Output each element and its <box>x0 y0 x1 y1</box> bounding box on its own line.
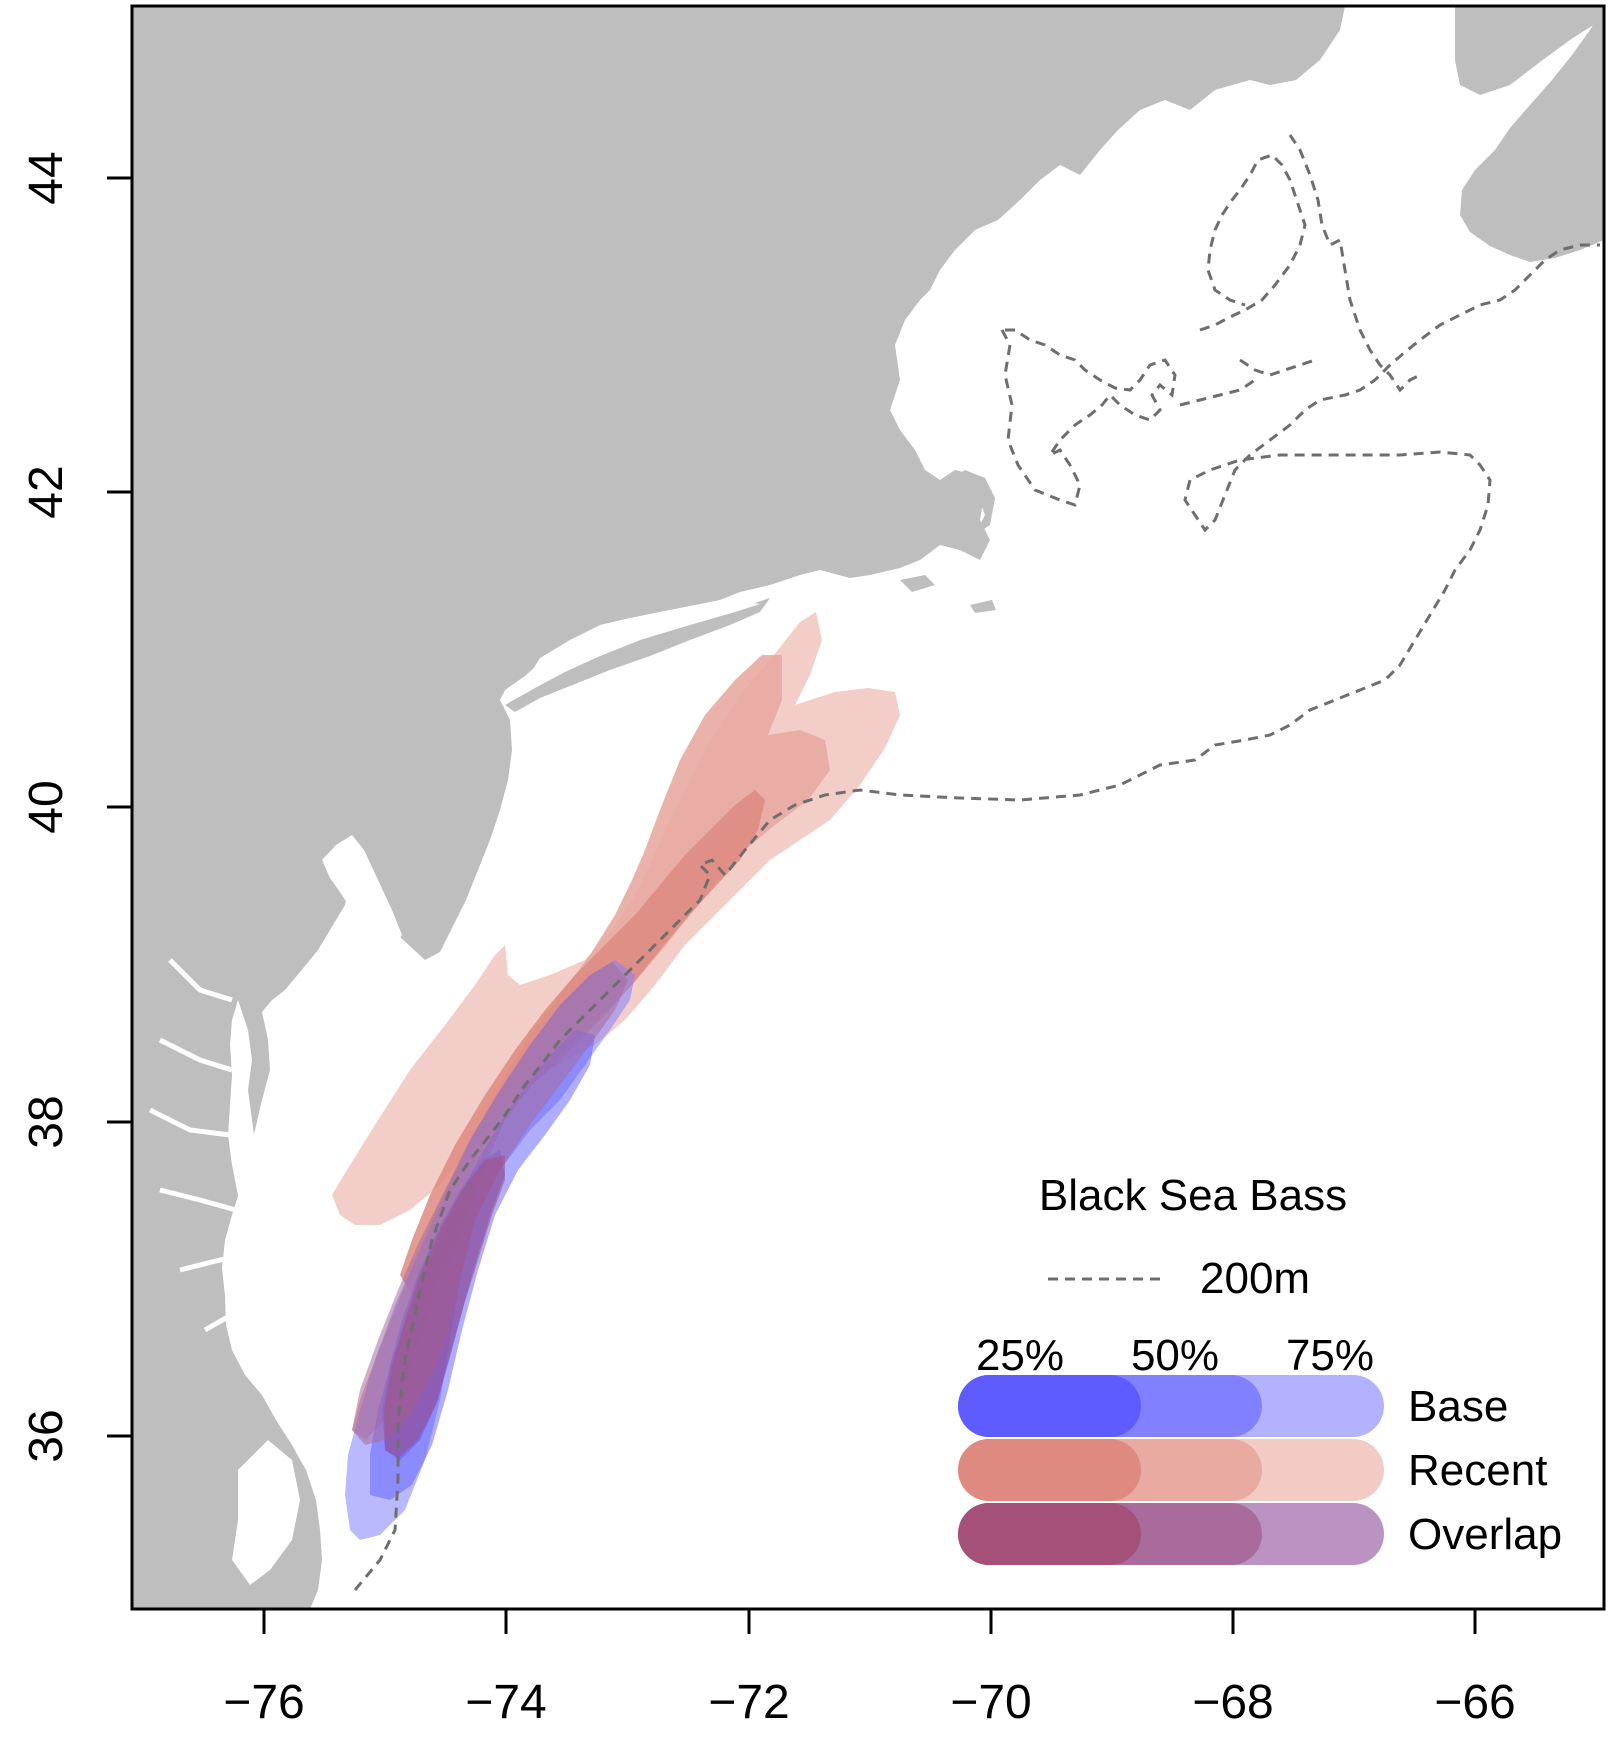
recent-25-contour <box>400 790 765 1295</box>
y-tick-label: 40 <box>20 780 73 833</box>
x-tick-label: −66 <box>1434 1676 1515 1729</box>
x-tick-label: −70 <box>950 1676 1031 1729</box>
legend-title: Black Sea Bass <box>1039 1171 1347 1220</box>
y-tick-label: 42 <box>20 465 73 518</box>
overlap-distribution <box>352 962 628 1458</box>
cape-cod <box>950 470 995 535</box>
legend-row-label: Base <box>1408 1382 1508 1431</box>
legend-row-label: Overlap <box>1408 1510 1562 1559</box>
legend-swatch-25 <box>958 1503 1141 1565</box>
pamlico-sound <box>232 1440 300 1585</box>
delaware-bay <box>322 835 402 950</box>
y-tick-label: 38 <box>20 1095 73 1148</box>
y-tick-label: 36 <box>20 1409 73 1462</box>
nova-scotia <box>1460 6 1604 262</box>
isobath-200m-gulf-of-maine <box>1000 134 1421 507</box>
nantucket <box>970 600 996 613</box>
mainland-landmass <box>132 6 1345 1609</box>
y-axis <box>107 176 132 1438</box>
overlap-25-contour <box>384 1155 505 1458</box>
bay-of-fundy-shore <box>1455 6 1604 95</box>
legend-row-base: Base <box>958 1375 1508 1437</box>
chesapeake-bay <box>228 1000 282 1245</box>
legend-swatch-25 <box>958 1375 1141 1437</box>
legend-row-overlap: Overlap <box>958 1503 1562 1565</box>
legend-swatch-25 <box>958 1439 1141 1501</box>
legend-percent-25: 25% <box>976 1331 1064 1380</box>
isobath-200m <box>353 243 1600 1591</box>
long-island-sound <box>520 600 760 690</box>
legend-percent-75: 75% <box>1286 1331 1374 1380</box>
x-tick-label: −68 <box>1192 1676 1273 1729</box>
legend-isobath-label: 200m <box>1200 1254 1310 1303</box>
x-tick-label: −72 <box>708 1676 789 1729</box>
x-axis <box>262 1609 1477 1634</box>
x-tick-label: −74 <box>465 1676 546 1729</box>
recent-distribution <box>332 612 900 1440</box>
y-tick-label: 44 <box>20 151 73 204</box>
legend: Black Sea Bass 200m 25% 50% 75% Base Rece… <box>958 1171 1562 1565</box>
long-island <box>505 598 770 712</box>
x-tick-label: −76 <box>223 1676 304 1729</box>
legend-percent-50: 50% <box>1131 1331 1219 1380</box>
legend-row-label: Recent <box>1408 1446 1547 1495</box>
chesapeake-rivers <box>148 958 264 1333</box>
legend-row-recent: Recent <box>958 1439 1547 1501</box>
martha-vineyard <box>900 575 935 592</box>
